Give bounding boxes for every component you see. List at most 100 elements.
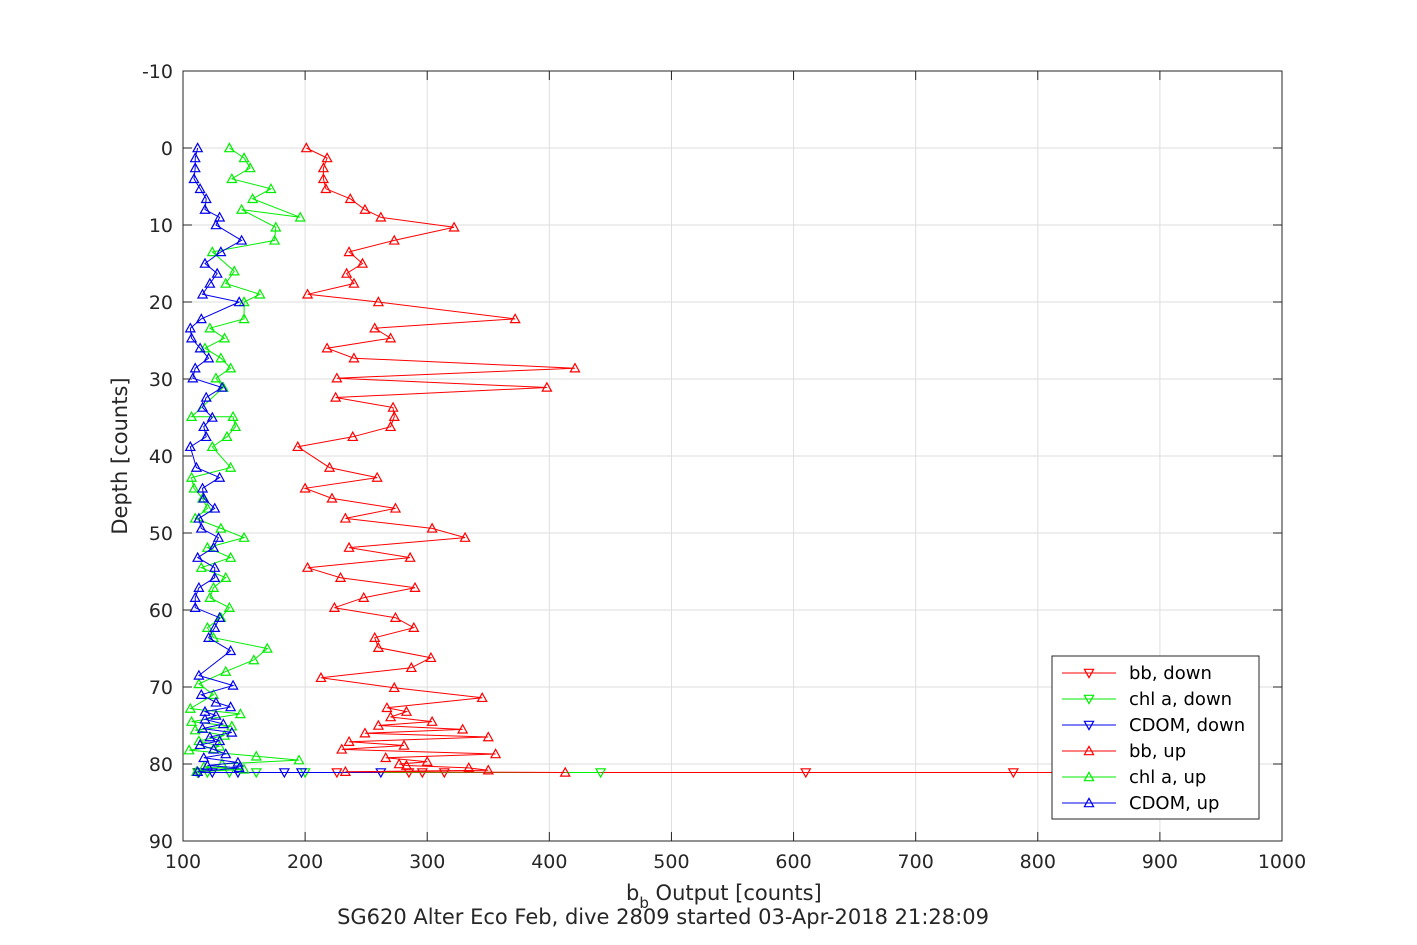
- legend-entry: bb, up: [1062, 741, 1186, 762]
- data-point: [343, 541, 355, 552]
- data-point: [238, 313, 250, 324]
- data-point: [218, 729, 231, 740]
- data-point: [404, 551, 416, 562]
- data-point: [214, 211, 226, 222]
- grid: [182, 70, 1283, 842]
- data-point: [215, 246, 227, 257]
- data-point: [246, 192, 259, 204]
- data-point: [195, 313, 207, 324]
- data-point: [225, 644, 237, 656]
- data-point: [193, 669, 205, 680]
- data-point: [204, 277, 216, 288]
- legend-label: CDOM, up: [1129, 793, 1219, 814]
- data-point: [295, 768, 308, 779]
- data-point: [343, 246, 355, 257]
- series-line: [189, 147, 243, 773]
- data-point: [201, 621, 214, 632]
- data-point: [200, 192, 212, 204]
- data-point: [189, 152, 201, 163]
- data-point: [238, 152, 250, 163]
- data-point: [244, 162, 256, 173]
- data-point: [203, 631, 215, 643]
- data-point: [183, 744, 195, 755]
- data-point: [220, 277, 232, 288]
- data-point: [344, 192, 356, 204]
- data-point: [388, 410, 400, 422]
- data-point: [299, 482, 311, 493]
- data-point: [195, 561, 207, 572]
- data-point: [320, 182, 332, 194]
- data-point: [184, 702, 196, 713]
- data-point: [200, 430, 212, 442]
- data-point: [218, 332, 231, 343]
- data-point: [200, 391, 212, 402]
- data-point: [371, 471, 383, 482]
- data-point: [800, 768, 812, 779]
- data-point: [216, 381, 228, 392]
- data-point: [193, 512, 205, 523]
- data-point: [204, 731, 216, 742]
- data-point: [185, 332, 198, 343]
- data-point: [204, 322, 216, 333]
- data-point: [209, 561, 221, 572]
- data-point: [372, 296, 384, 307]
- data-point: [189, 162, 201, 173]
- data-point: [225, 701, 237, 712]
- data-point: [193, 581, 205, 592]
- y-tick-label: 60: [149, 600, 173, 622]
- data-point: [214, 740, 226, 751]
- data-point: [233, 296, 245, 307]
- data-point: [409, 581, 421, 592]
- legend-entry: CDOM, down: [1062, 715, 1245, 736]
- data-point: [336, 743, 348, 754]
- data-point: [193, 678, 205, 689]
- legend-marker: [1083, 694, 1095, 705]
- data-point: [595, 768, 607, 779]
- legend-entry: CDOM, up: [1062, 793, 1219, 814]
- data-point: [425, 651, 437, 663]
- data-point: [317, 172, 330, 184]
- data-point: [384, 711, 397, 722]
- legend-entry: chl a, down: [1062, 689, 1232, 710]
- data-point: [189, 362, 201, 373]
- x-tick-label: 300: [409, 851, 445, 873]
- legend-entry: bb, down: [1062, 663, 1212, 684]
- y-tick-label: 20: [149, 292, 173, 314]
- legend: bb, down chl a, down CDOM, down bb, up chl a…: [1051, 655, 1260, 820]
- data-point: [343, 735, 355, 746]
- data-point: [189, 591, 201, 602]
- y-tick-label: 70: [149, 677, 173, 699]
- data-point: [223, 142, 236, 153]
- data-point: [211, 267, 223, 278]
- data-point: [189, 601, 201, 612]
- data-point: [270, 221, 282, 232]
- data-point: [459, 531, 471, 542]
- legend-label: chl a, up: [1129, 767, 1206, 788]
- data-point: [426, 715, 438, 726]
- data-point: [207, 688, 220, 699]
- legend-label: bb, down: [1129, 663, 1212, 684]
- data-point: [235, 234, 248, 245]
- data-point: [210, 372, 222, 383]
- series-line: [296, 147, 576, 773]
- data-point: [206, 411, 218, 422]
- x-axis-label-main: b: [626, 881, 639, 905]
- data-point: [206, 440, 218, 452]
- data-point: [207, 581, 220, 592]
- data-point: [388, 234, 400, 245]
- legend-label: chl a, down: [1129, 689, 1232, 710]
- data-point: [199, 203, 211, 214]
- data-point: [315, 671, 327, 683]
- data-point: [569, 362, 581, 373]
- series-line: [188, 147, 301, 773]
- data-point: [393, 758, 405, 769]
- legend-marker: [1083, 771, 1095, 782]
- data-point: [226, 720, 238, 731]
- data-point: [248, 654, 260, 665]
- data-point: [400, 705, 413, 716]
- data-point: [489, 748, 502, 759]
- data-point: [214, 611, 226, 622]
- legend-entry: chl a, up: [1062, 767, 1206, 788]
- data-point: [426, 522, 438, 533]
- data-point: [214, 471, 226, 482]
